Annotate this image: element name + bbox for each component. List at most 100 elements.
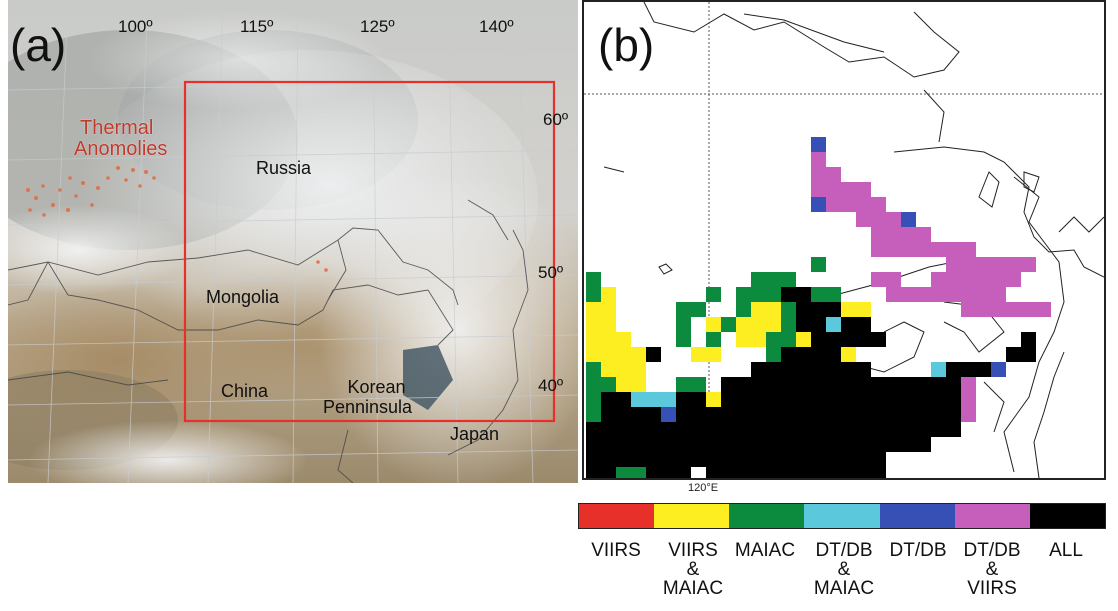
coverage-pixel [856, 392, 871, 407]
coverage-pixel [631, 437, 646, 452]
coverage-pixel [856, 377, 871, 392]
coverage-pixel [601, 452, 616, 467]
coverage-pixel [736, 377, 751, 392]
coverage-pixel [841, 332, 856, 347]
coverage-pixel [856, 197, 871, 212]
coverage-pixel [766, 422, 781, 437]
lon-label-140: 140º [479, 17, 514, 36]
coverage-pixel [841, 407, 856, 422]
coverage-pixel [706, 407, 721, 422]
study-region-box [183, 80, 556, 423]
legend-swatch-maiac [729, 504, 805, 528]
coverage-pixel [901, 287, 916, 302]
coverage-pixel [931, 422, 946, 437]
coverage-pixel [706, 392, 721, 407]
coverage-pixel [811, 257, 826, 272]
legend-swatch-dtdb [879, 504, 955, 528]
coverage-pixel [976, 362, 991, 377]
coverage-pixel [1006, 302, 1021, 317]
coverage-pixel [931, 362, 946, 377]
coverage-pixel [811, 467, 826, 478]
coverage-pixel [751, 332, 766, 347]
coverage-pixel [691, 377, 706, 392]
coverage-pixel [751, 377, 766, 392]
korea-line1: Korean [347, 377, 406, 397]
coverage-pixel [781, 302, 796, 317]
coverage-pixel [841, 377, 856, 392]
coverage-pixel [1021, 302, 1036, 317]
coverage-pixel [646, 407, 661, 422]
coverage-pixel [796, 362, 811, 377]
coverage-pixel [586, 437, 601, 452]
coverage-pixel [961, 257, 976, 272]
coverage-pixel [931, 407, 946, 422]
coverage-pixel [766, 302, 781, 317]
coverage-pixel [586, 377, 601, 392]
coverage-pixel [781, 392, 796, 407]
coverage-pixel [646, 422, 661, 437]
legend-label-dtdb-maiac: DT/DB & MAIAC [804, 541, 884, 598]
coverage-pixel [781, 362, 796, 377]
coverage-pixel [1006, 347, 1021, 362]
coverage-pixel [706, 467, 721, 478]
coverage-pixel [736, 407, 751, 422]
legend-text: DT/DB [815, 540, 873, 561]
coverage-pixel [766, 362, 781, 377]
coverage-pixel [856, 437, 871, 452]
coverage-pixel [826, 332, 841, 347]
coverage-pixel [826, 167, 841, 182]
coverage-pixel [751, 407, 766, 422]
coverage-pixel [766, 347, 781, 362]
coverage-pixel [751, 392, 766, 407]
legend-swatch-viirs [579, 504, 655, 528]
coverage-pixel [586, 362, 601, 377]
coverage-pixel [841, 317, 856, 332]
coverage-pixel [781, 287, 796, 302]
coverage-pixel [796, 302, 811, 317]
coverage-pixel [991, 362, 1006, 377]
coverage-pixel [736, 302, 751, 317]
coverage-pixel [856, 302, 871, 317]
coverage-pixel [616, 422, 631, 437]
coverage-pixel [1036, 302, 1051, 317]
coverage-pixel [601, 422, 616, 437]
coverage-pixel [871, 197, 886, 212]
coverage-pixel [781, 437, 796, 452]
coverage-pixel [736, 467, 751, 478]
coverage-pixel [661, 407, 676, 422]
coverage-pixel [916, 227, 931, 242]
legend-text: VIIRS [967, 578, 1017, 599]
coverage-pixel [841, 347, 856, 362]
coverage-pixel [751, 467, 766, 478]
coverage-pixel [961, 407, 976, 422]
coverage-pixel [586, 467, 601, 478]
coverage-pixel [631, 407, 646, 422]
coverage-pixel [886, 407, 901, 422]
coverage-pixel [781, 272, 796, 287]
coverage-pixel [601, 467, 616, 478]
lon-tick-120e: 120°E [688, 482, 719, 494]
coverage-pixel [916, 407, 931, 422]
coverage-pixel [766, 287, 781, 302]
coverage-pixel [811, 437, 826, 452]
coverage-pixel [601, 332, 616, 347]
coverage-pixel [811, 182, 826, 197]
coverage-pixel [811, 362, 826, 377]
coverage-pixel [751, 452, 766, 467]
lat-label-50: 50º [538, 263, 564, 282]
coverage-pixel [781, 407, 796, 422]
coverage-pixel [946, 422, 961, 437]
coverage-pixel [691, 302, 706, 317]
legend-swatch-all [1029, 504, 1105, 528]
coverage-pixel [781, 317, 796, 332]
legend-text: DT/DB [963, 540, 1021, 561]
coverage-pixel [616, 437, 631, 452]
coverage-pixel [1021, 257, 1036, 272]
coverage-pixel [706, 347, 721, 362]
legend-label-viirs: VIIRS [586, 541, 646, 560]
coverage-pixel [961, 392, 976, 407]
coverage-pixel [721, 392, 736, 407]
coverage-pixel [631, 422, 646, 437]
coverage-pixel [901, 437, 916, 452]
coverage-pixel [691, 392, 706, 407]
